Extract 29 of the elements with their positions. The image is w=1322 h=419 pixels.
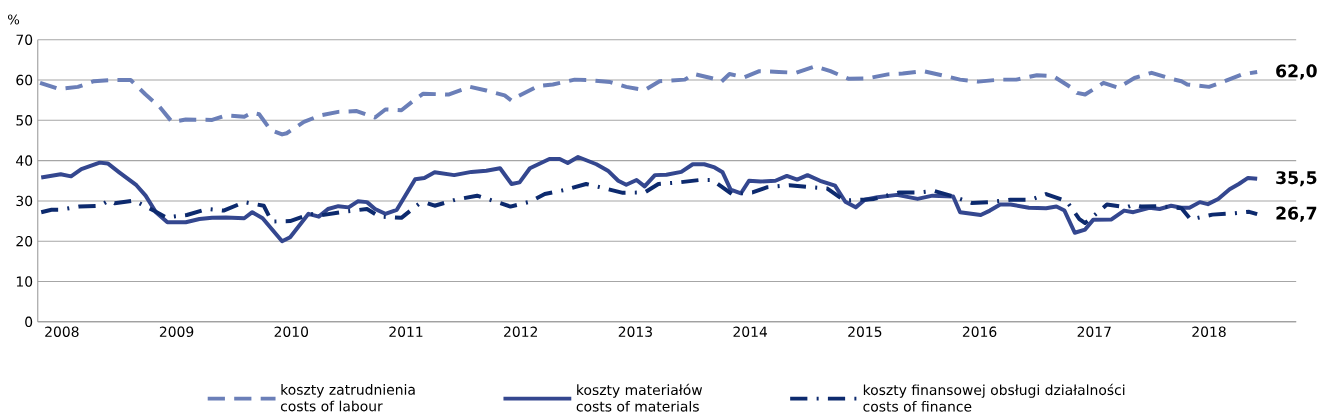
legend-label: koszty materiałów costs of materials: [576, 383, 703, 412]
x-tick-label: 2016: [962, 326, 997, 338]
y-tick-label: 60: [16, 74, 33, 86]
y-tick-label: 20: [16, 236, 33, 247]
x-tick-label: 2015: [848, 326, 882, 338]
line-series: [39, 178, 1260, 226]
line-series: [39, 155, 1260, 244]
legend-label: koszty finansowej obsługi działalności costs of finance: [863, 383, 1125, 412]
y-tick-label: 0: [25, 316, 33, 328]
x-tick-label: 2013: [618, 326, 652, 338]
x-tick-label: 2017: [1077, 326, 1111, 338]
x-tick-label: 2010: [274, 326, 309, 338]
x-tick-label: 2009: [159, 326, 194, 338]
y-tick-label: 40: [16, 155, 33, 166]
y-axis-title: %: [7, 14, 20, 25]
x-tick-label: 2008: [45, 326, 79, 338]
x-tick-label: 2018: [1192, 326, 1226, 338]
y-tick-label: 10: [16, 276, 33, 287]
y-tick-label: 50: [16, 115, 33, 126]
x-tick-label: 2011: [389, 326, 423, 338]
line-series: [38, 64, 1260, 137]
y-tick-label: 70: [16, 34, 33, 46]
x-tick-label: 2012: [504, 326, 538, 338]
y-tick-label: 30: [16, 195, 33, 207]
annotation: 26,7: [1276, 206, 1317, 222]
annotation: 35,5: [1276, 171, 1317, 187]
x-tick-label: 2014: [733, 326, 768, 338]
legend-label: koszty zatrudnienia costs of labour: [280, 384, 415, 412]
annotation: 62,0: [1276, 64, 1317, 80]
